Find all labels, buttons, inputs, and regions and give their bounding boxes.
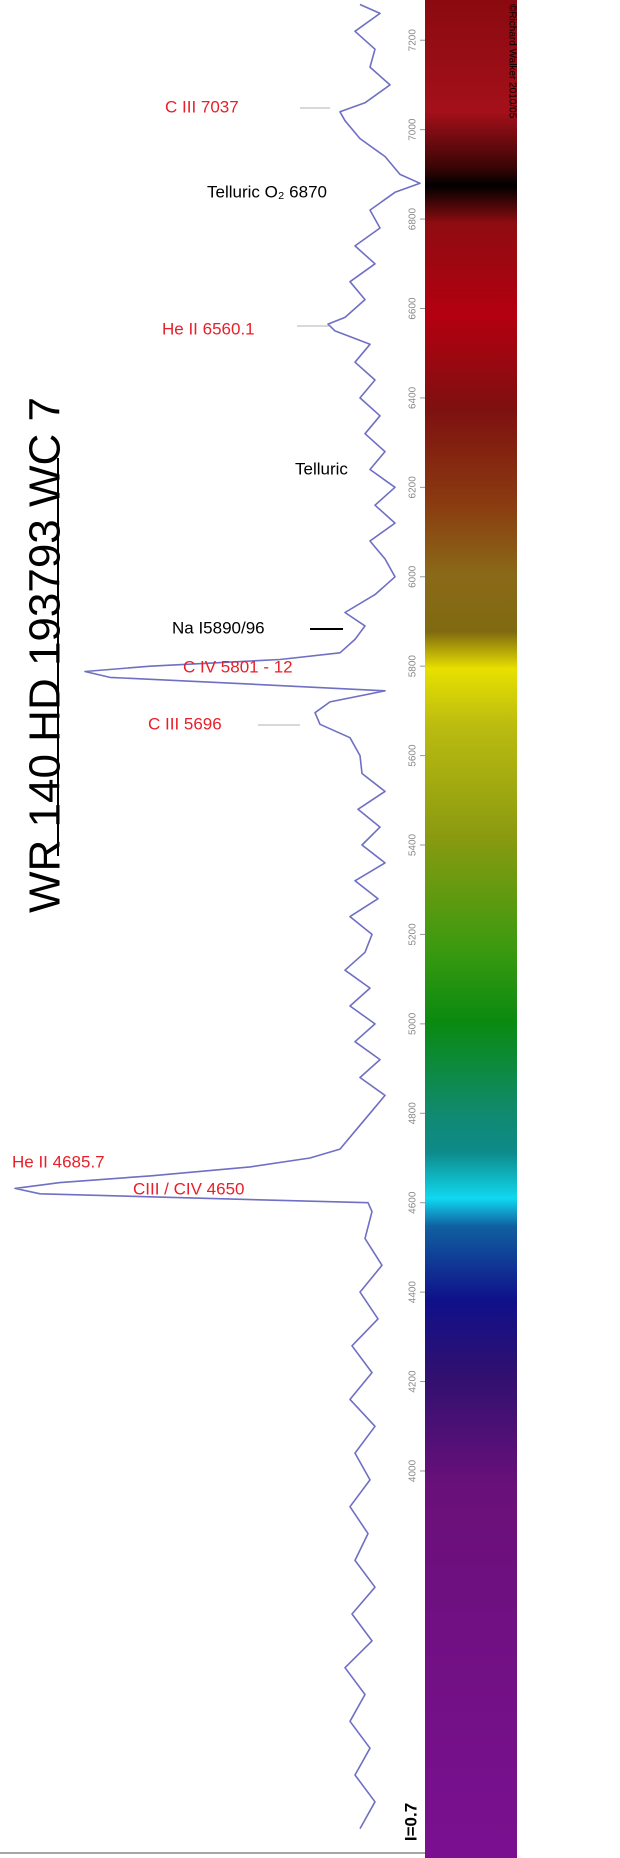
annotation: Na I5890/96 (172, 618, 265, 637)
copyright: ©Richard Walker 2010/05 (506, 4, 517, 119)
x-tick-label: 5200 (408, 923, 419, 946)
annotation: C IV 5801 - 12 (183, 657, 293, 676)
x-tick-label: 7000 (408, 118, 419, 141)
x-tick-label: 6000 (408, 565, 419, 588)
x-tick-label: 4400 (408, 1281, 419, 1304)
annotation: C III 5696 (148, 714, 222, 733)
x-tick-label: 6800 (408, 208, 419, 231)
x-tick-label: 4000 (408, 1459, 419, 1482)
x-tick-label: 6200 (408, 476, 419, 499)
x-tick-label: 5400 (408, 833, 419, 856)
x-tick-label: 6400 (408, 386, 419, 409)
spectrum-line (15, 5, 420, 1829)
annotation: He II 4685.7 (12, 1152, 105, 1171)
spectrum-band (425, 0, 517, 1858)
annotation: Telluric O₂ 6870 (207, 182, 327, 201)
x-tick-label: 4200 (408, 1370, 419, 1393)
x-tick-label: 5600 (408, 744, 419, 767)
x-tick-label: 4600 (408, 1191, 419, 1214)
x-tick-label: 7200 (408, 29, 419, 52)
intensity-label: I=0.7 (401, 1803, 420, 1841)
annotation: CIII / CIV 4650 (133, 1179, 245, 1198)
x-tick-label: 5000 (408, 1012, 419, 1035)
x-tick-label: 5800 (408, 655, 419, 678)
annotation: Telluric (295, 459, 348, 478)
chart: WR 140 HD 193793 WC 7 ©Richard Walker 20… (0, 0, 620, 1858)
annotation: He II 6560.1 (162, 319, 255, 338)
x-tick-label: 6600 (408, 297, 419, 320)
x-tick-label: 4800 (408, 1102, 419, 1125)
annotation: C III 7037 (165, 97, 239, 116)
chart-title: WR 140 HD 193793 WC 7 (21, 397, 70, 913)
